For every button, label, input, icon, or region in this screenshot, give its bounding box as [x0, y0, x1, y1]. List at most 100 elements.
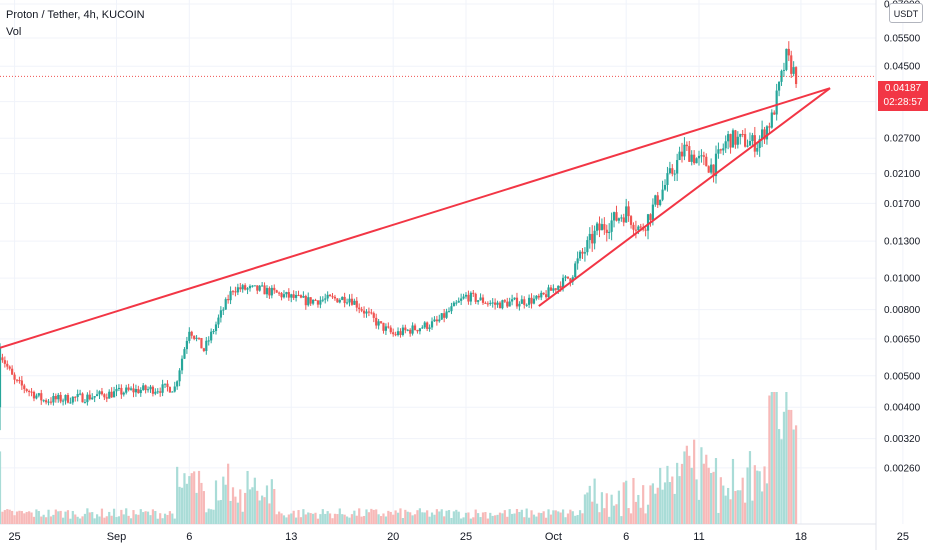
candle-body: [265, 288, 269, 295]
volume-bar: [40, 516, 43, 524]
trendlines[interactable]: [0, 87, 831, 349]
candle-body: [253, 285, 256, 287]
candle-body: [695, 158, 698, 164]
volume-bar: [270, 479, 273, 524]
candle-body: [785, 48, 788, 70]
volume-bar: [69, 518, 72, 524]
candle-body: [3, 360, 6, 364]
volume-bar: [302, 509, 305, 524]
volume-bar: [125, 508, 128, 524]
candle-body: [161, 384, 164, 393]
volume-bar: [554, 510, 557, 524]
volume-bar: [229, 500, 232, 524]
volume-bar: [83, 513, 87, 524]
candle-body: [452, 302, 455, 307]
volume-bar: [748, 451, 752, 524]
volume-bar: [739, 490, 742, 524]
candle-body: [91, 397, 94, 400]
candle-body: [20, 380, 23, 386]
candle-body: [433, 319, 436, 322]
candle-body: [501, 300, 504, 309]
volume-bar: [32, 516, 36, 524]
candle-body: [0, 347, 2, 408]
volume-bar: [197, 470, 201, 524]
volume-bar: [734, 491, 737, 524]
trendline-lower[interactable]: [538, 87, 831, 307]
volume-bar: [166, 514, 169, 524]
volume-bar: [671, 476, 674, 524]
candle-body: [615, 212, 618, 221]
volume-bar: [663, 482, 667, 524]
candle-body: [430, 321, 434, 328]
volume-bar: [591, 501, 594, 524]
candle-body: [86, 394, 89, 403]
volume-bar: [219, 499, 222, 524]
candle-body: [770, 112, 773, 128]
candle-body: [171, 391, 174, 393]
y-tick-label: 0.02100: [884, 169, 921, 180]
currency-badge[interactable]: USDT: [889, 3, 923, 23]
candle-body: [25, 389, 28, 392]
candle-body: [270, 287, 273, 296]
volume-bar: [360, 516, 363, 524]
candle-body: [321, 299, 324, 301]
candle-body: [379, 321, 383, 323]
volume-bar: [452, 511, 455, 524]
candle-body: [222, 309, 225, 311]
volume-bar: [544, 517, 548, 524]
candle-body: [47, 401, 50, 403]
candle-body: [680, 151, 684, 157]
volume-bar: [358, 508, 361, 524]
volume-bar: [1, 511, 4, 524]
candle-body: [200, 337, 203, 349]
candle-body: [370, 312, 373, 314]
volume-bar: [763, 466, 766, 524]
candle-body: [367, 311, 371, 313]
y-axis[interactable]: 0.070000.055000.045000.035000.027000.021…: [884, 0, 921, 474]
volume-bar: [586, 492, 589, 524]
candle-body: [739, 134, 742, 137]
volume-bar: [202, 491, 205, 524]
volume-bar: [794, 425, 798, 524]
volume-bar: [780, 439, 783, 524]
x-axis[interactable]: 25 Sep 6 13 20 25 Oct 6 11 18 25: [8, 531, 909, 543]
volume-bar: [712, 471, 715, 524]
y-tick-label: 0.01700: [884, 199, 921, 210]
volume-bar: [489, 512, 492, 524]
candle-body: [693, 154, 696, 164]
volume-bar: [163, 513, 167, 524]
candle-body: [467, 294, 470, 302]
volume-bar: [581, 513, 584, 524]
candle-body: [66, 394, 70, 403]
candle-body: [639, 226, 642, 228]
candle-body: [659, 199, 662, 205]
candle-body: [137, 388, 140, 394]
candle-body: [756, 148, 759, 152]
volume-bar: [513, 513, 516, 524]
candle-body: [447, 311, 451, 313]
y-tick-label: 0.01000: [884, 274, 921, 285]
volume-bar: [523, 517, 526, 524]
volume-bar: [753, 465, 756, 524]
candle-body: [780, 70, 783, 82]
candle-body: [399, 331, 402, 335]
volume-bar: [370, 508, 373, 524]
volume-bar: [236, 502, 239, 524]
volume-bar: [95, 514, 99, 524]
candle-body: [409, 329, 412, 334]
volume-bar: [702, 463, 705, 524]
candle-body: [234, 291, 237, 293]
volume-bar: [345, 516, 349, 524]
volume-bar: [161, 518, 164, 524]
candle-body: [603, 224, 606, 230]
trendline-upper[interactable]: [0, 87, 831, 349]
candle-body: [438, 319, 441, 322]
candle-body: [52, 396, 55, 403]
candle-body: [302, 295, 305, 298]
candle-body: [581, 251, 584, 254]
volume-bar: [47, 509, 50, 524]
candle-body: [610, 220, 613, 232]
volume-bar: [49, 516, 53, 524]
